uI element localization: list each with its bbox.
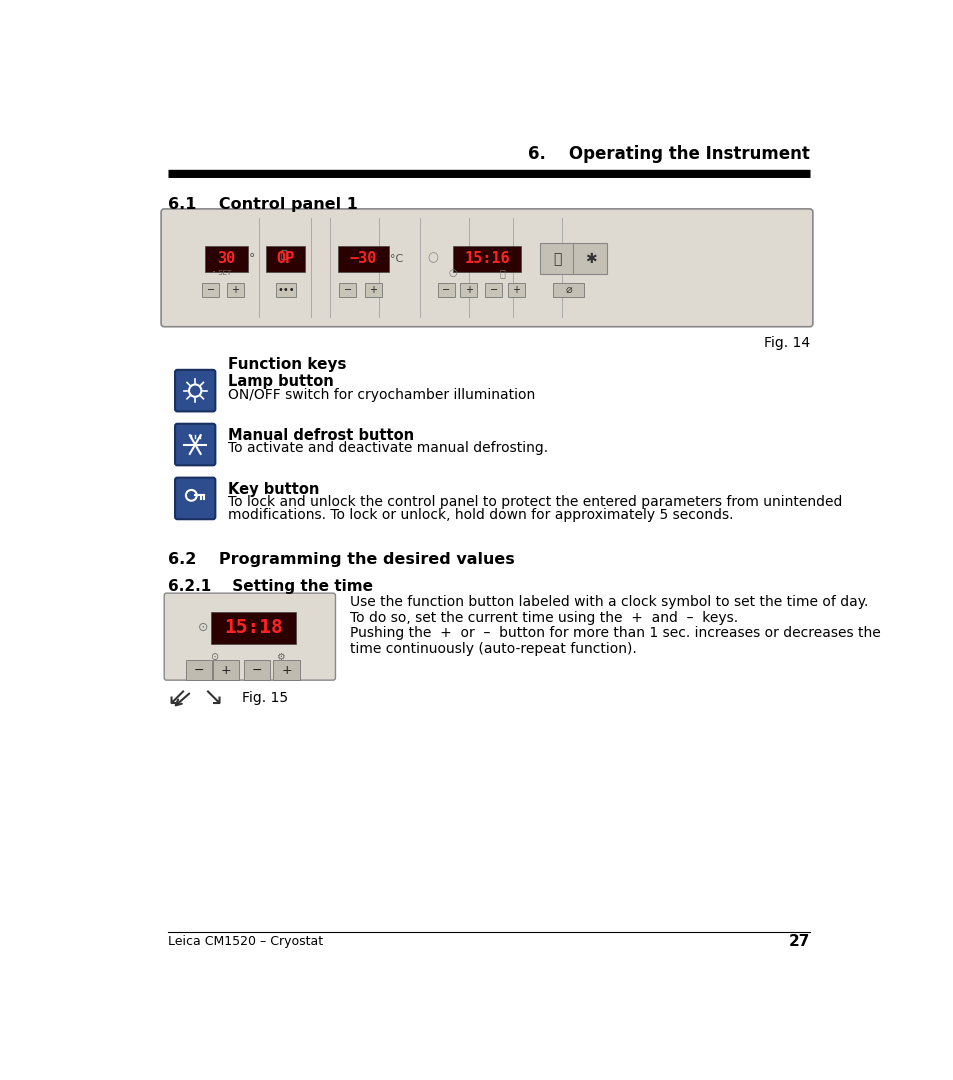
Text: 🔧: 🔧 [499,268,505,278]
Text: 🖼: 🖼 [553,252,560,266]
Text: °C: °C [390,254,403,264]
Text: −: − [207,285,214,295]
Text: °: ° [249,253,254,266]
Bar [573,243,607,274]
Bar [186,660,212,680]
Text: −: − [252,663,262,677]
Text: ○: ○ [448,268,456,278]
Text: 27: 27 [787,934,809,949]
Text: 6.    Operating the Instrument: 6. Operating the Instrument [527,146,809,163]
Text: Lamp button: Lamp button [228,375,334,390]
Bar [339,283,356,297]
Text: ↙: ↙ [167,687,188,712]
Text: 6.2.1    Setting the time: 6.2.1 Setting the time [168,579,373,594]
Text: ⊙: ⊙ [211,652,218,662]
Text: ↘: ↘ [202,687,223,712]
Text: +: + [281,663,292,677]
Text: •••: ••• [276,285,294,295]
Bar [213,660,239,680]
Bar [211,611,295,644]
Bar [484,283,501,297]
Bar [337,246,388,272]
Text: +: + [369,285,377,295]
Text: 30: 30 [217,252,235,267]
Bar [453,246,521,272]
Text: ⌀: ⌀ [565,285,572,295]
Text: 🗄: 🗄 [280,251,287,260]
Text: Fig. 14: Fig. 14 [762,336,809,350]
Text: To activate and deactivate manual defrosting.: To activate and deactivate manual defros… [228,442,547,456]
Text: ON/OFF switch for cryochamber illumination: ON/OFF switch for cryochamber illuminati… [228,388,535,402]
Text: 6.1    Control panel 1: 6.1 Control panel 1 [168,198,357,213]
Text: To lock and unlock the control panel to protect the entered parameters from unin: To lock and unlock the control panel to … [228,496,841,510]
FancyBboxPatch shape [174,477,215,519]
Text: +: + [512,285,519,295]
Bar [437,283,455,297]
Text: −30: −30 [350,252,376,267]
Text: +: + [464,285,473,295]
Bar [507,283,524,297]
Text: Pushing the  +  or  –  button for more than 1 sec. increases or decreases the: Pushing the + or – button for more than … [350,626,880,640]
Text: ○: ○ [427,251,438,264]
FancyBboxPatch shape [164,593,335,680]
Text: −: − [442,285,450,295]
Text: To do so, set the current time using the  +  and  –  keys.: To do so, set the current time using the… [350,611,738,625]
Text: ✱: ✱ [584,252,596,266]
Text: modifications. To lock or unlock, hold down for approximately 5 seconds.: modifications. To lock or unlock, hold d… [228,508,733,522]
Bar [266,246,305,272]
Bar [274,660,299,680]
Text: −: − [193,663,204,677]
FancyBboxPatch shape [174,369,215,411]
FancyBboxPatch shape [161,208,812,327]
Text: OP: OP [276,252,294,267]
Text: 15:18: 15:18 [224,618,282,637]
Text: 15:16: 15:16 [464,252,510,267]
Bar [244,660,270,680]
Bar [205,246,247,272]
Text: +: + [221,663,232,677]
Bar [539,243,574,274]
Text: Leica CM1520 – Cryostat: Leica CM1520 – Cryostat [168,935,323,948]
FancyBboxPatch shape [174,423,215,465]
Text: Manual defrost button: Manual defrost button [228,429,414,444]
Bar [365,283,381,297]
Text: Function keys: Function keys [228,356,346,372]
Text: ⊙: ⊙ [197,621,208,634]
Text: Use the function button labeled with a clock symbol to set the time of day.: Use the function button labeled with a c… [350,595,867,609]
Text: time continuously (auto-repeat function).: time continuously (auto-repeat function)… [350,642,637,656]
Text: Fig. 15: Fig. 15 [241,691,288,705]
Text: • SET: • SET [212,270,232,275]
Text: −: − [489,285,497,295]
Text: −: − [343,285,352,295]
Text: Key button: Key button [228,483,319,497]
Bar [227,283,244,297]
Text: ⚙: ⚙ [275,652,285,662]
Bar [553,283,583,297]
Bar [275,283,295,297]
Bar [202,283,219,297]
Text: +: + [232,285,239,295]
Bar [459,283,476,297]
Text: 6.2    Programming the desired values: 6.2 Programming the desired values [168,552,515,567]
